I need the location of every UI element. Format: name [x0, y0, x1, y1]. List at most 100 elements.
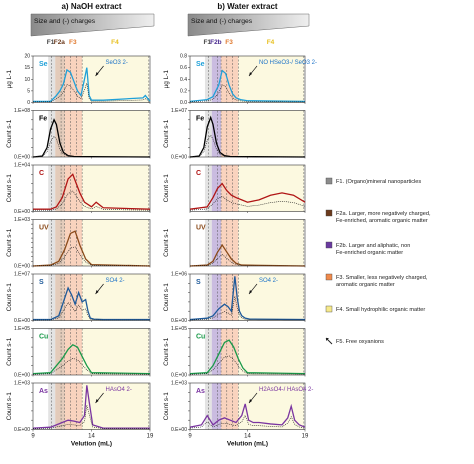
y-tick-label: 0.E+00 — [14, 155, 30, 161]
y-tick-label: 20 — [24, 54, 30, 60]
legend-text: F3. Smaller, less negatively charged, — [336, 275, 428, 281]
fraction-band — [221, 165, 239, 212]
legend-text: F4. Small hydrophilic organic matter — [336, 307, 425, 313]
arrow-head — [249, 399, 252, 403]
fraction-band — [55, 274, 65, 321]
fraction-label-f1: F1 — [203, 39, 211, 46]
fraction-band — [204, 165, 212, 212]
fractogram-deconvolution — [32, 136, 151, 158]
fraction-label-f3: F3 — [69, 39, 77, 46]
size-bar-label: Size and (-) charges — [34, 18, 96, 25]
y-tick-label: 1.E+08 — [14, 108, 30, 114]
x-tick-label: 9 — [31, 434, 35, 440]
y-axis-label: µg L-1 — [163, 70, 170, 89]
fraction-band — [82, 165, 149, 212]
fraction-band — [55, 328, 65, 375]
y-axis-label: Count s-1 — [163, 392, 170, 421]
arrow-head — [95, 290, 99, 294]
y-tick-label: 0.E+00 — [171, 373, 187, 379]
y-tick-label: 1.E+06 — [171, 272, 187, 278]
element-label: S — [39, 279, 44, 286]
element-label: Fe — [196, 116, 204, 123]
y-axis-label: Count s-1 — [163, 119, 170, 148]
fractogram-deconvolution — [189, 195, 306, 211]
size-bar-label: Size and (-) charges — [191, 18, 253, 25]
row-se: 0 5 10 15 20 µg L-1 Se SeO3 2- — [6, 54, 151, 106]
series-line-as — [189, 403, 306, 428]
y-axis-label: Count s-1 — [6, 119, 13, 148]
fraction-band — [238, 328, 304, 375]
fraction-band — [238, 383, 304, 430]
element-label: UV — [196, 225, 206, 232]
series-line-se — [189, 69, 306, 102]
series-line-fe — [32, 118, 151, 158]
legend-text: F2a. Larger, more negatively charged, — [336, 211, 431, 217]
y-axis-label: Count s-1 — [6, 283, 13, 312]
element-label: As — [196, 388, 205, 395]
legend-item-f5: F5. Free oxyanions — [325, 337, 384, 345]
legend-item-f3: F3. Smaller, less negatively charged,aro… — [325, 273, 428, 288]
y-axis-label: Count s-1 — [6, 337, 13, 366]
fraction-band — [64, 165, 83, 212]
fraction-band — [211, 110, 222, 157]
fraction-band — [82, 328, 149, 375]
fraction-band — [48, 219, 56, 266]
y-tick-label: 0.4 — [180, 77, 187, 83]
fraction-band — [55, 110, 65, 157]
legend-text: Fe-enriched organic matter — [336, 250, 403, 256]
oxyanion-annotation: NO HSeO3-/ SeO3 2- — [259, 60, 317, 66]
arrow-head — [95, 399, 99, 403]
oxyanion-annotation: SO4 2- — [106, 278, 125, 284]
x-tick-label: 14 — [88, 434, 95, 440]
legend-text: aromatic organic matter — [336, 282, 395, 288]
legend-text: F2b. Larger and aliphatic, non — [336, 243, 410, 249]
fractogram-deconvolution — [189, 355, 306, 375]
fraction-band — [64, 110, 83, 157]
fraction-band — [48, 110, 56, 157]
arrow-head — [95, 72, 99, 76]
fraction-band — [64, 383, 83, 430]
fraction-band — [82, 274, 149, 321]
fraction-band — [48, 165, 56, 212]
y-axis-label: Count s-1 — [6, 228, 13, 257]
fraction-band — [64, 219, 83, 266]
element-label: C — [196, 170, 201, 177]
y-tick-label: 1.E+03 — [14, 217, 30, 223]
fraction-label-f2a: F2a — [54, 39, 66, 46]
legend-item-f2a: F2a. Larger, more negatively charged,Fe-… — [325, 209, 431, 224]
y-axis-label: Count s-1 — [6, 174, 13, 203]
y-tick-label: 0.E+00 — [14, 318, 30, 324]
fraction-band — [64, 328, 83, 375]
series-line-c — [189, 182, 306, 210]
y-axis-label: Count s-1 — [163, 283, 170, 312]
element-label: Fe — [39, 116, 47, 123]
legend-text: F1. (Organo)mineral nanoparticles — [336, 179, 421, 185]
fraction-band — [48, 328, 56, 375]
fraction-band — [211, 165, 222, 212]
oxyanion-annotation: SeO3 2- — [106, 60, 128, 66]
panel-title: a) NaOH extract — [61, 2, 121, 11]
y-tick-label: 1.E+07 — [14, 272, 30, 278]
legend-item-f2b: F2b. Larger and aliphatic, nonFe-enriche… — [325, 241, 410, 256]
fractogram-deconvolution — [189, 414, 306, 429]
element-label: C — [39, 170, 44, 177]
fraction-band — [211, 328, 222, 375]
fraction-band — [238, 219, 304, 266]
arrow-head — [249, 290, 252, 294]
y-axis-label: Count s-1 — [163, 174, 170, 203]
fractogram-deconvolution — [189, 254, 306, 267]
fraction-band — [48, 383, 56, 430]
fraction-band — [204, 110, 212, 157]
fraction-band — [221, 110, 239, 157]
series-line-cu — [32, 343, 151, 375]
fraction-band — [204, 274, 212, 321]
y-tick-label: 0.E+00 — [171, 155, 187, 161]
legend-swatch — [325, 305, 333, 313]
fraction-band — [221, 56, 239, 103]
